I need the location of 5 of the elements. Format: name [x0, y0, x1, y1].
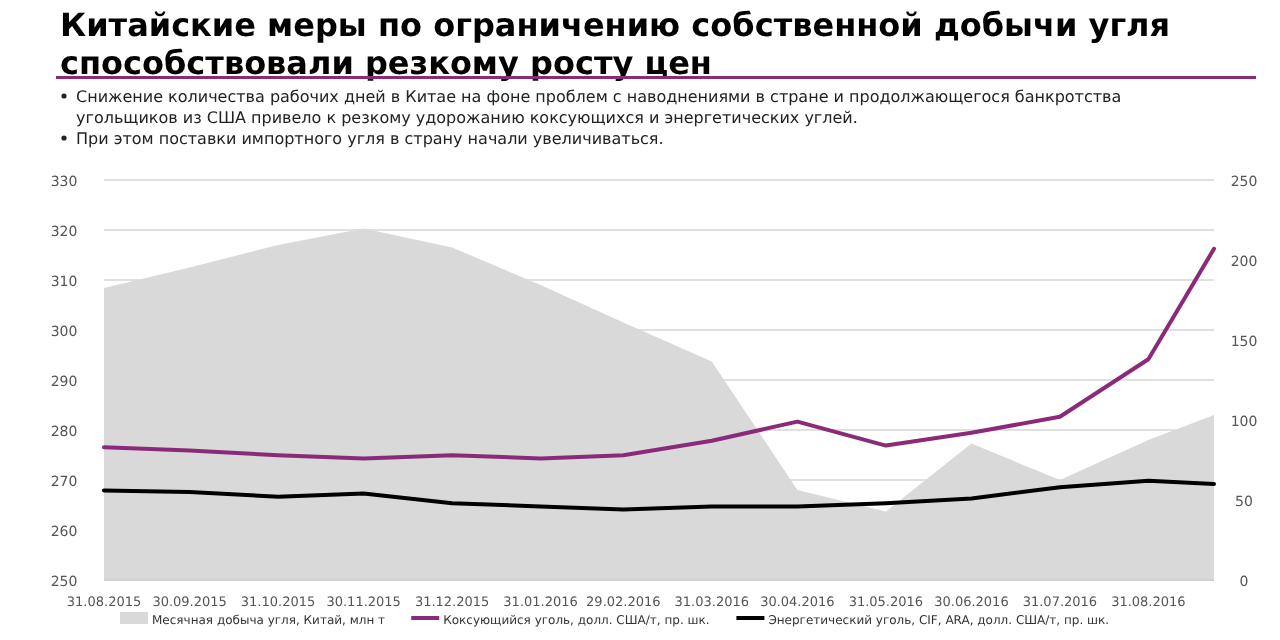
chart-title: Китайские меры по ограничению собственной добычи угля способствовали резкому росту цен — [60, 6, 1171, 82]
line-series — [102, 478, 1216, 512]
text: Снижение количества рабочих дней в Китае на фоне проблем с наводнениями в стране и продолжающегося банкротства угольщиков из США привело к резкому удорожанию коксующихся и энергетических углей. — [76, 88, 1122, 127]
line-series — [102, 246, 1216, 461]
text: При этом поставки импортного угля в страну начали увеличиваться. — [76, 130, 664, 148]
